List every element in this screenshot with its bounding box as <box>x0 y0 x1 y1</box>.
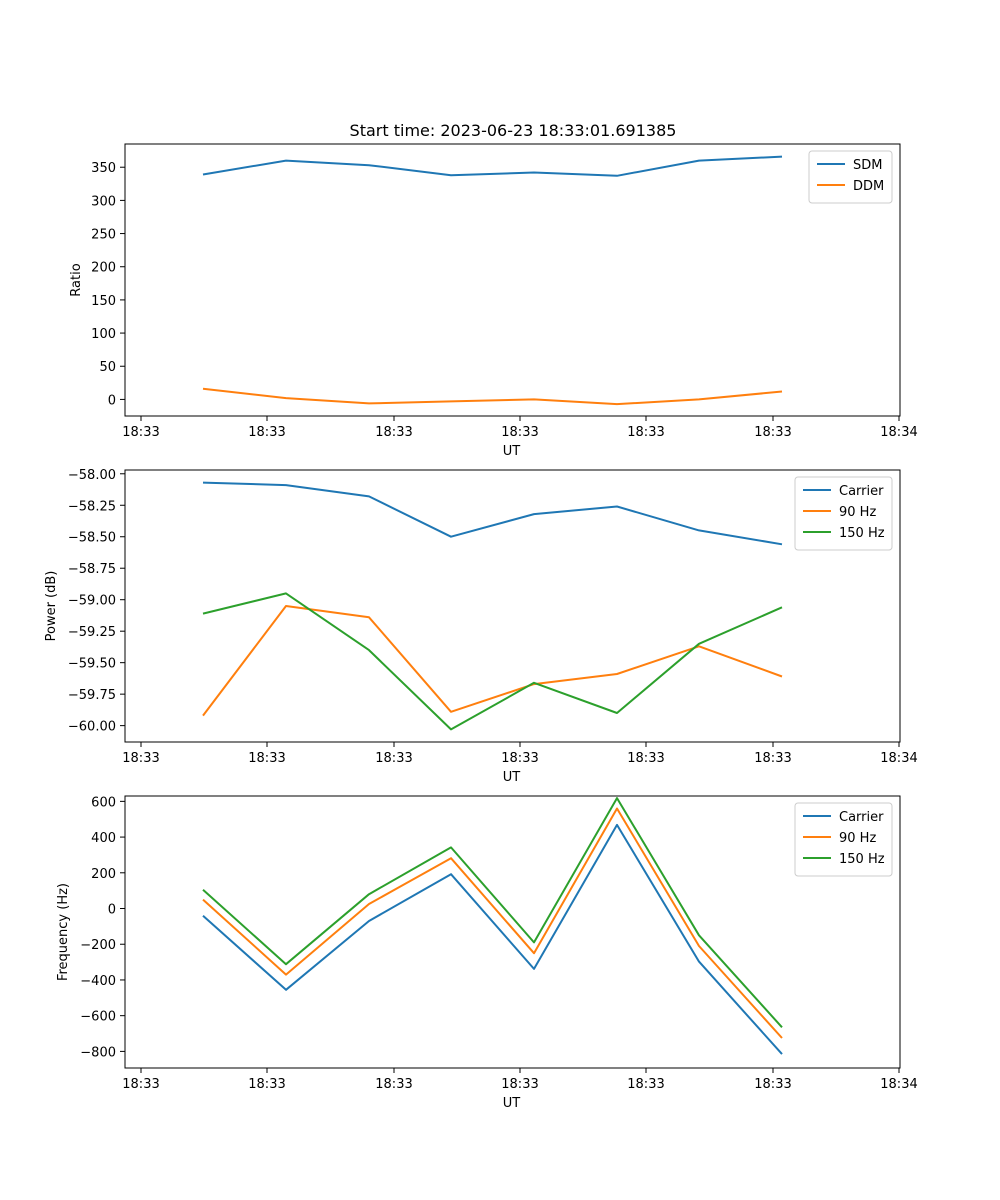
series-line-150-hz <box>202 797 783 1028</box>
x-tick-label: 18:33 <box>375 751 412 766</box>
x-tick-label: 18:33 <box>627 1077 664 1092</box>
y-tick-label: 300 <box>91 194 116 209</box>
y-tick-label: 0 <box>108 903 116 918</box>
y-tick-label: −600 <box>80 1010 116 1025</box>
x-axis-label: UT <box>503 444 521 459</box>
y-tick-label: 50 <box>99 360 116 375</box>
series-line-90-hz <box>202 605 783 717</box>
legend-label: 150 Hz <box>839 852 885 867</box>
y-axis-label: Frequency (Hz) <box>56 883 71 981</box>
x-tick-label: 18:33 <box>248 425 285 440</box>
y-tick-label: −400 <box>80 974 116 989</box>
x-tick-label: 18:33 <box>501 1077 538 1092</box>
x-tick-label: 18:33 <box>754 425 791 440</box>
x-tick-label: 18:34 <box>880 1077 917 1092</box>
y-tick-label: −200 <box>80 938 116 953</box>
y-tick-label: −59.50 <box>68 657 116 672</box>
power-panel: 18:33 18:33 18:33 18:33 18:33 18:33 18:34 −58.0… <box>44 468 918 785</box>
legend-label: 90 Hz <box>839 831 876 846</box>
x-tick-label: 18:33 <box>122 1077 159 1092</box>
x-tick-label: 18:33 <box>122 425 159 440</box>
x-tick-label: 18:34 <box>880 751 917 766</box>
y-tick-label: 0 <box>108 393 116 408</box>
x-tick-label: 18:33 <box>375 1077 412 1092</box>
x-tick-label: 18:33 <box>375 425 412 440</box>
series-line-carrier <box>202 481 783 546</box>
series-line-sdm <box>202 155 783 177</box>
x-axis-label: UT <box>503 770 521 785</box>
legend-label: SDM <box>853 158 882 173</box>
series-line-90-hz <box>202 807 783 1039</box>
x-axis-label: UT <box>503 1096 521 1111</box>
y-tick-label: 600 <box>91 795 116 810</box>
series-line-150-hz <box>202 592 783 731</box>
y-tick-label: 250 <box>91 228 116 243</box>
y-axis-label: Power (dB) <box>44 571 59 642</box>
axes-frame <box>124 143 901 417</box>
y-tick-label: 350 <box>91 161 116 176</box>
axes-frame <box>124 795 901 1069</box>
axes-frame <box>124 469 901 743</box>
x-tick-label: 18:33 <box>754 1077 791 1092</box>
y-tick-label: −58.50 <box>68 531 116 546</box>
y-tick-label: −59.00 <box>68 594 116 609</box>
y-tick-label: 200 <box>91 867 116 882</box>
y-tick-label: −59.25 <box>68 625 116 640</box>
y-tick-label: −58.75 <box>68 562 116 577</box>
legend-label: DDM <box>853 179 884 194</box>
frequency-panel: 18:33 18:33 18:33 18:33 18:33 18:33 18:34 600 40… <box>56 795 918 1111</box>
legend-label: Carrier <box>839 810 884 825</box>
x-tick-label: 18:33 <box>501 425 538 440</box>
legend-label: 90 Hz <box>839 505 876 520</box>
x-tick-label: 18:33 <box>248 1077 285 1092</box>
y-axis-label: Ratio <box>69 263 84 296</box>
series-line-carrier <box>202 823 783 1055</box>
y-tick-label: 200 <box>91 261 116 276</box>
x-tick-label: 18:34 <box>880 425 917 440</box>
y-tick-label: −800 <box>80 1045 116 1060</box>
y-tick-label: 150 <box>91 294 116 309</box>
x-tick-label: 18:33 <box>122 751 159 766</box>
series-line-ddm <box>202 387 783 406</box>
y-tick-label: 400 <box>91 831 116 846</box>
figure-title: Start time: 2023-06-23 18:33:01.691385 <box>350 121 677 140</box>
y-tick-label: −58.00 <box>68 468 116 483</box>
legend-label: 150 Hz <box>839 526 885 541</box>
ratio-panel: 18:33 18:33 18:33 18:33 18:33 18:33 18:34 0 50 10… <box>69 143 918 459</box>
y-tick-label: −59.75 <box>68 688 116 703</box>
y-tick-label: −58.25 <box>68 499 116 514</box>
x-tick-label: 18:33 <box>627 425 664 440</box>
y-tick-label: 100 <box>91 327 116 342</box>
x-tick-label: 18:33 <box>627 751 664 766</box>
x-tick-label: 18:33 <box>754 751 791 766</box>
x-tick-label: 18:33 <box>248 751 285 766</box>
x-tick-label: 18:33 <box>501 751 538 766</box>
y-tick-label: −60.00 <box>68 720 116 735</box>
legend-label: Carrier <box>839 484 884 499</box>
